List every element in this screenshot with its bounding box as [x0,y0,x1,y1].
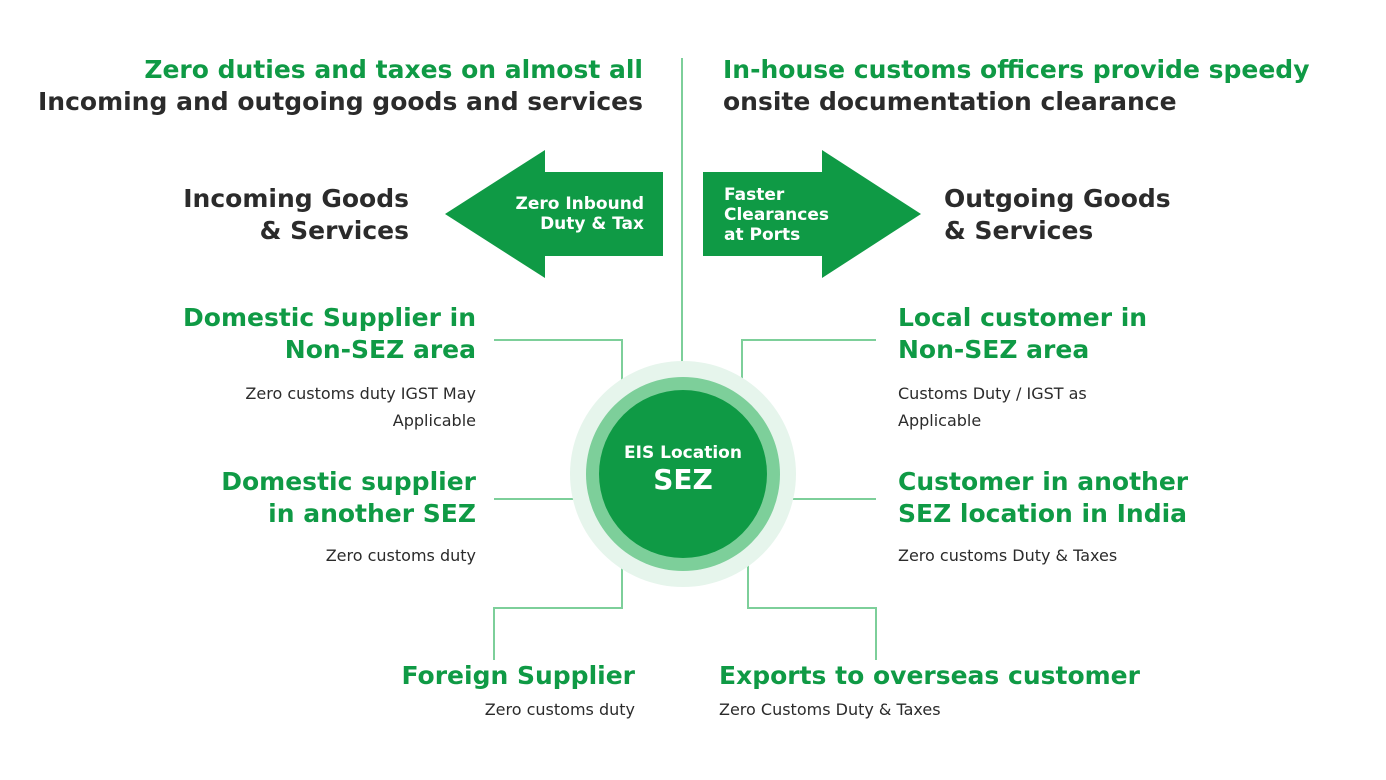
node-domestic-non-sez: Domestic Supplier in Non-SEZ area Zero c… [76,302,476,434]
arrow-right-line3: at Ports [724,225,801,245]
node-exports: Exports to overseas customer Zero Custom… [719,660,1239,723]
node-description: Zero Customs Duty & Taxes [719,700,941,719]
node-description: Zero customs duty [484,700,635,719]
node-foreign-supplier: Foreign Supplier Zero customs duty [235,660,635,723]
node-local-customer: Local customer in Non-SEZ area Customs D… [898,302,1318,434]
node-title: Domestic Supplier in [183,303,476,332]
node-description: Applicable [898,411,982,430]
center-label-small: EIS Location [624,443,742,463]
arrow-right-label: Faster Clearances at Ports [724,185,924,245]
node-domestic-sez: Domestic supplier in another SEZ Zero cu… [76,466,476,569]
node-title: Non-SEZ area [898,335,1090,364]
arrow-left-line1: Zero Inbound [515,194,645,214]
node-description: Zero customs duty IGST May [245,384,476,403]
arrow-right-line1: Faster [724,185,785,205]
top-left-line2: Incoming and outgoing goods and services [37,87,643,116]
node-description: Customs Duty / IGST as [898,384,1087,403]
node-title: Non-SEZ area [284,335,476,364]
node-description: Zero customs Duty & Taxes [898,546,1118,565]
node-title: Local customer in [898,303,1148,332]
node-customer-sez: Customer in another SEZ location in Indi… [898,466,1338,569]
top-right-heading: In-house customs officers provide speedy… [723,54,1343,118]
top-left-heading: Zero duties and taxes on almost all Inco… [23,54,643,118]
center-label: EIS Location SEZ [603,443,763,496]
node-title: Foreign Supplier [401,661,635,690]
arrow-left-line2: Duty & Tax [540,214,644,234]
top-left-line1: Zero duties and taxes on almost all [144,55,643,84]
top-right-line2: onsite documentation clearance [723,87,1177,116]
outgoing-line2: & Services [944,216,1094,245]
node-description: Applicable [392,411,476,430]
connector-exports [747,525,877,660]
incoming-goods-label: Incoming Goods & Services [109,183,409,247]
center-label-big: SEZ [653,463,713,496]
node-title: Exports to overseas customer [719,661,1140,690]
outgoing-goods-label: Outgoing Goods & Services [944,183,1244,247]
arrow-right-line2: Clearances [724,205,829,225]
incoming-line2: & Services [259,216,409,245]
arrow-left-label: Zero Inbound Duty & Tax [444,194,645,234]
center-circle [599,390,767,558]
node-title: in another SEZ [268,499,476,528]
incoming-line1: Incoming Goods [183,184,409,213]
node-title: Customer in another [898,467,1189,496]
node-title: SEZ location in India [898,499,1188,528]
arrow-left-shape [445,150,663,278]
top-right-line1: In-house customs officers provide speedy [723,55,1310,84]
arrow-right-shape [703,150,921,278]
node-description: Zero customs duty [325,546,476,565]
outgoing-line1: Outgoing Goods [944,184,1171,213]
node-title: Domestic supplier [221,467,476,496]
